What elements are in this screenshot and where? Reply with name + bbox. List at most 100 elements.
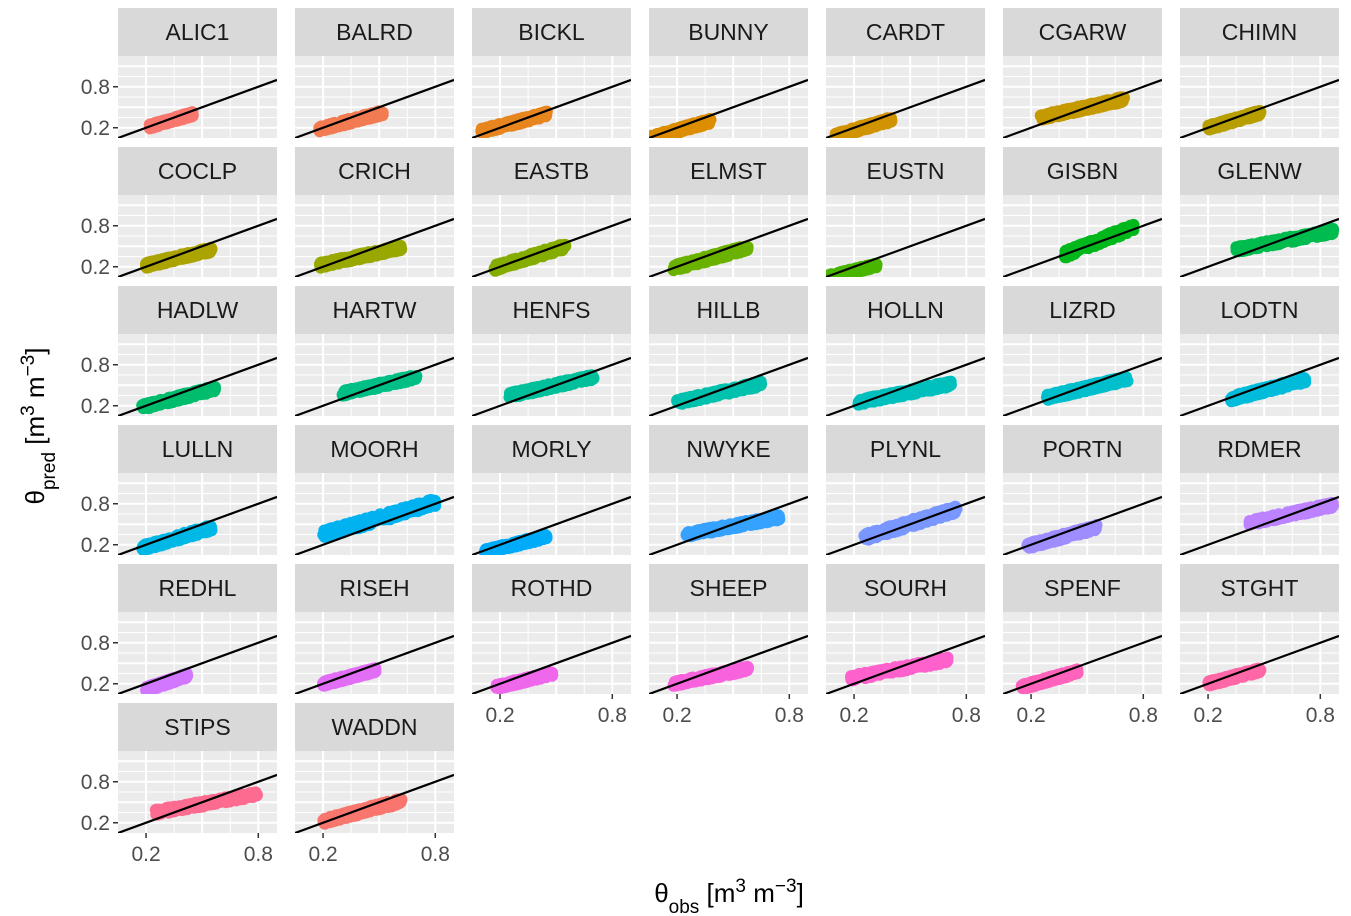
one-to-one-line (1003, 217, 1162, 277)
point (1308, 228, 1321, 241)
one-to-one-line (649, 78, 808, 138)
facet-balrd: BALRD (295, 8, 454, 138)
strip-label: HILLB (697, 297, 761, 323)
one-to-one-line (118, 78, 277, 138)
points (336, 370, 423, 402)
facet-eastb: EASTB (472, 147, 631, 277)
strip-label: HARTW (333, 297, 417, 323)
facet-hillb: HILLB (649, 286, 808, 416)
point (587, 372, 600, 385)
strip-hartw (295, 286, 454, 334)
strip-label: EUSTN (867, 158, 945, 184)
one-to-one-line (472, 217, 631, 277)
point (354, 113, 367, 126)
strip-label: ALIC1 (166, 19, 230, 45)
facet-henfs: HENFS (472, 286, 631, 416)
y-tick-label: 0.8 (81, 354, 110, 377)
facet-hartw: HARTW (295, 286, 454, 416)
y-tick-label: 0.2 (81, 256, 110, 279)
strip-label: BUNNY (688, 19, 769, 45)
strip-cgarw (1003, 8, 1162, 56)
one-to-one-line (649, 217, 808, 277)
strip-label: CGARW (1039, 19, 1127, 45)
one-to-one-line (472, 78, 631, 138)
strip-elmst (649, 147, 808, 195)
gridlines (472, 56, 631, 138)
strip-label: CARDT (866, 19, 945, 45)
facet-hadlw: HADLW 0.2 0.8 (81, 286, 277, 418)
strip-hadlw (118, 286, 277, 334)
points (826, 258, 883, 277)
facet-panels: ALIC1 0.2 0.8 BALRD BICKL BUNNY CARDT CGARW CHIM… (81, 8, 1339, 866)
y-tick-label: 0.2 (81, 117, 110, 140)
strip-glenw (1180, 147, 1339, 195)
strip-chimn (1180, 8, 1339, 56)
strip-bickl (472, 8, 631, 56)
one-to-one-line (295, 217, 454, 277)
strip-gisbn (1003, 147, 1162, 195)
one-to-one-line (118, 217, 277, 277)
facet-gisbn: GISBN (1003, 147, 1162, 277)
one-to-one-line (295, 78, 454, 138)
point (384, 243, 397, 256)
y-tick-label: 0.8 (81, 76, 110, 99)
point (373, 109, 386, 122)
point (874, 118, 887, 131)
point (365, 249, 378, 262)
gridlines (826, 195, 985, 277)
one-to-one-line (1003, 78, 1162, 138)
strip-hillb (649, 286, 808, 334)
strip-label: BICKL (518, 19, 585, 45)
point (513, 385, 525, 398)
strip-alic1 (118, 8, 277, 56)
facet-bickl: BICKL (472, 8, 631, 138)
strip-cardt (826, 8, 985, 56)
y-tick-label: 0.2 (81, 395, 110, 418)
point (714, 251, 727, 264)
point (848, 266, 861, 277)
y-tick-label: 0.8 (81, 215, 110, 238)
point (1326, 226, 1339, 239)
strip-balrd (295, 8, 454, 56)
strip-crich (295, 147, 454, 195)
point (858, 263, 871, 276)
facet-eustn: EUSTN (826, 147, 985, 277)
strip-label: HENFS (513, 297, 591, 323)
gridlines (649, 334, 808, 416)
strip-label: GLENW (1217, 158, 1302, 184)
gridlines (295, 56, 454, 138)
point (868, 259, 881, 272)
one-to-one-line (1180, 78, 1339, 138)
facet-cardt: CARDT (826, 8, 985, 138)
facet-glenw: GLENW (1180, 147, 1339, 277)
point (693, 120, 706, 132)
one-to-one-line (472, 356, 631, 416)
one-to-one-line (295, 356, 454, 416)
strip-label: ELMST (690, 158, 767, 184)
strip-label: CRICH (338, 158, 411, 184)
strip-eastb (472, 147, 631, 195)
one-to-one-line (1180, 217, 1339, 277)
strip-label: EASTB (514, 158, 589, 184)
strip-label: CHIMN (1222, 19, 1297, 45)
facet-alic1: ALIC1 0.2 0.8 (81, 8, 277, 140)
point (1036, 112, 1049, 125)
strip-henfs (472, 286, 631, 334)
one-to-one-line (826, 78, 985, 138)
points (314, 239, 408, 274)
facet-crich: CRICH (295, 147, 454, 277)
strip-bunny (649, 8, 808, 56)
point (206, 381, 219, 394)
strip-coclp (118, 147, 277, 195)
strip-label: HADLW (157, 297, 239, 323)
gridlines (118, 56, 277, 138)
gridlines (118, 334, 277, 416)
strip-label: GISBN (1047, 158, 1119, 184)
facet-elmst: ELMST (649, 147, 808, 277)
facet-bunny: BUNNY (649, 8, 808, 138)
facet-cgarw: CGARW (1003, 8, 1162, 138)
strip-eustn (826, 147, 985, 195)
point (193, 387, 206, 400)
